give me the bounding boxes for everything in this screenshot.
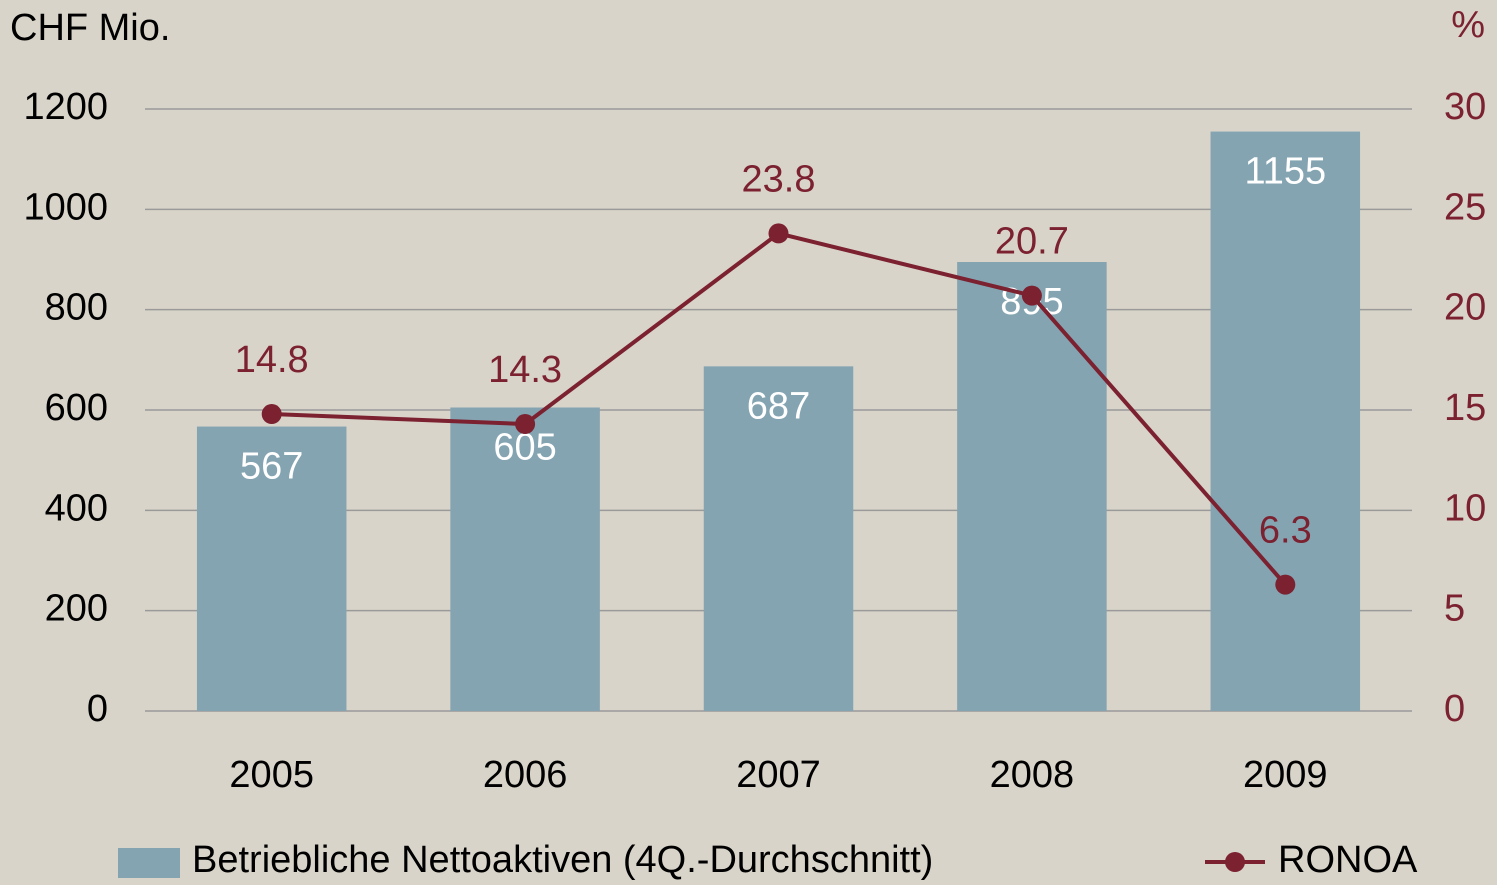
line-value-label: 14.8 xyxy=(235,339,309,381)
y2-tick-label: 25 xyxy=(1444,186,1486,228)
x-tick-label: 2005 xyxy=(229,754,314,796)
legend-label: RONOA xyxy=(1278,839,1418,881)
legend-swatch xyxy=(118,848,180,878)
line-marker xyxy=(261,404,282,425)
x-tick-label: 2009 xyxy=(1243,754,1328,796)
y-tick-label: 1000 xyxy=(23,186,108,228)
y-tick-label: 0 xyxy=(87,688,108,730)
x-tick-label: 2006 xyxy=(483,754,568,796)
line-marker xyxy=(1275,574,1296,595)
bar xyxy=(196,426,347,711)
y2-tick-label: 30 xyxy=(1444,86,1486,128)
legend-marker xyxy=(1225,852,1245,872)
y-tick-label: 1200 xyxy=(23,86,108,128)
bar xyxy=(957,262,1107,711)
x-tick-label: 2007 xyxy=(736,754,821,796)
y-axis-label: CHF Mio. xyxy=(10,7,170,49)
y2-tick-label: 15 xyxy=(1444,387,1486,429)
bar-value-label: 687 xyxy=(747,385,810,427)
x-tick-label: 2008 xyxy=(990,754,1075,796)
bar xyxy=(1210,131,1361,711)
line-value-label: 20.7 xyxy=(995,221,1069,263)
legend-label: Betriebliche Nettoaktiven (4Q.-Durchschn… xyxy=(192,839,933,881)
bar-value-label: 1155 xyxy=(1244,151,1326,193)
line-value-label: 14.3 xyxy=(488,349,562,391)
bar xyxy=(450,407,600,711)
line-marker xyxy=(1021,285,1042,306)
y-tick-label: 400 xyxy=(45,487,108,529)
bar xyxy=(703,366,854,711)
y2-tick-label: 5 xyxy=(1444,588,1465,630)
line-marker xyxy=(768,223,789,244)
y2-tick-label: 0 xyxy=(1444,688,1465,730)
line-marker xyxy=(515,414,536,435)
bar-value-label: 567 xyxy=(240,446,303,488)
line-value-label: 23.8 xyxy=(742,158,816,200)
y2-tick-label: 10 xyxy=(1444,487,1486,529)
y-tick-label: 800 xyxy=(45,287,108,329)
y-tick-label: 600 xyxy=(45,387,108,429)
y2-tick-label: 20 xyxy=(1444,287,1486,329)
y-tick-label: 200 xyxy=(45,588,108,630)
y2-axis-label: % xyxy=(1451,4,1485,46)
line-value-label: 6.3 xyxy=(1259,510,1312,552)
